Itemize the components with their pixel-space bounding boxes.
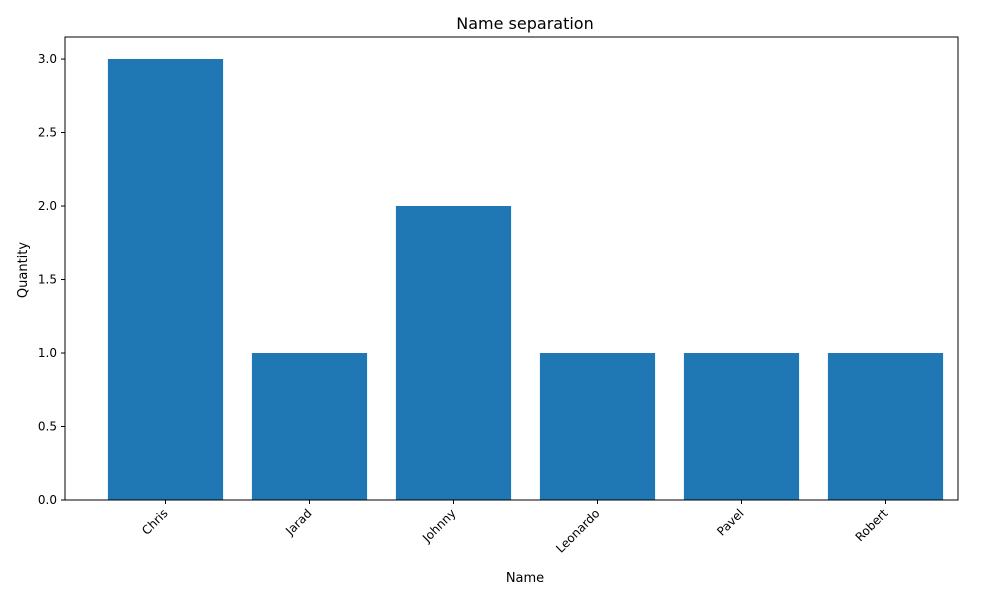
- y-tick-label: 2.0: [38, 199, 57, 213]
- bar-pavel: [683, 353, 800, 500]
- chart-title: Name separation: [456, 14, 593, 33]
- y-tick-label: 1.5: [38, 273, 57, 287]
- y-tick-label: 0.5: [38, 420, 57, 434]
- y-tick-label: 1.0: [38, 346, 57, 360]
- bar-leonardo: [539, 353, 656, 500]
- y-tick-label: 3.0: [38, 52, 57, 66]
- y-tick-label: 2.5: [38, 126, 57, 140]
- y-tick-label: 0.0: [38, 493, 57, 507]
- bar-chris: [107, 59, 224, 500]
- plot-frame: [64, 36, 959, 501]
- x-axis-label: Name: [506, 571, 544, 586]
- bar-johnny: [395, 206, 512, 500]
- bars-group: [107, 59, 944, 500]
- bar-jarad: [251, 353, 368, 500]
- bar-robert: [827, 353, 944, 500]
- y-axis-label: Quantity: [16, 242, 31, 298]
- y-axis: 0.0 0.5 1.0 1.5 2.0 2.5 3.0: [38, 52, 65, 507]
